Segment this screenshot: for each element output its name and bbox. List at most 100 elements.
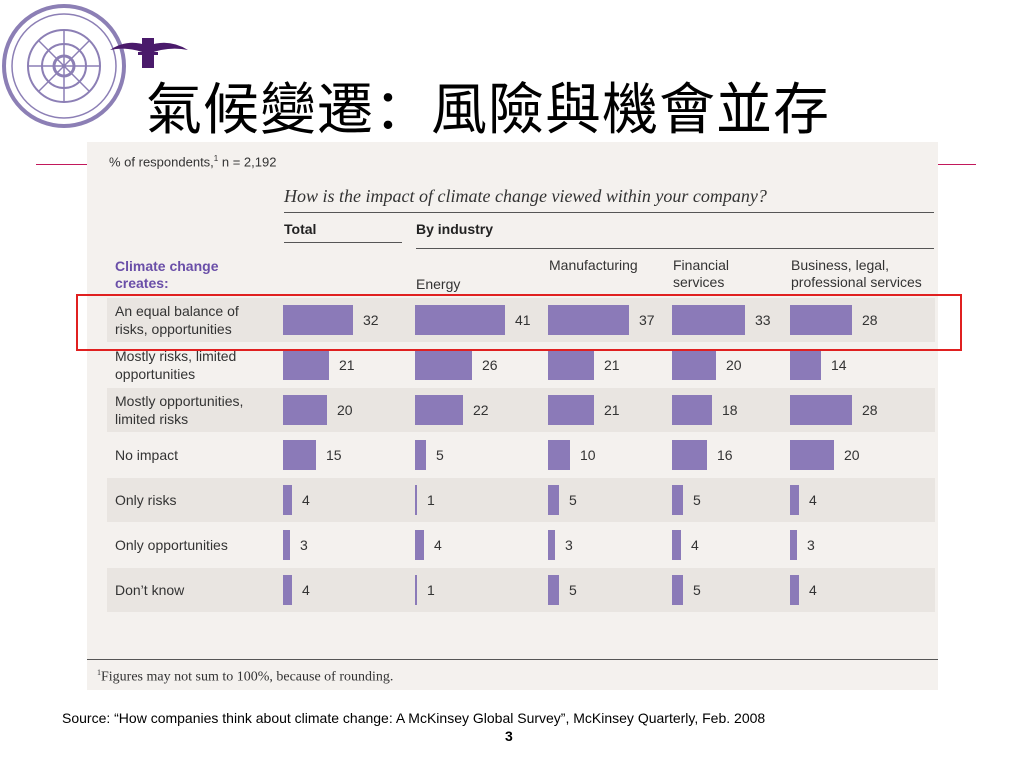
title-rule-left (36, 164, 88, 165)
bar (790, 575, 799, 605)
row-label: Don’t know (115, 582, 185, 598)
bar (672, 575, 683, 605)
bar (672, 440, 707, 470)
footnote-rule (87, 659, 938, 660)
survey-figure: % of respondents,1 n = 2,192 How is the … (87, 142, 938, 690)
bar (672, 530, 681, 560)
highlight-box (76, 294, 962, 351)
bar (548, 305, 629, 335)
bar (672, 395, 712, 425)
bar (548, 395, 594, 425)
bar-value-label: 3 (807, 537, 815, 553)
bar-value-label: 1 (427, 492, 435, 508)
bar-value-label: 28 (862, 312, 878, 328)
bar-value-label: 5 (436, 447, 444, 463)
bar (790, 395, 852, 425)
page-number: 3 (505, 728, 513, 744)
bar-value-label: 33 (755, 312, 771, 328)
bar (415, 575, 417, 605)
bar-value-label: 21 (604, 357, 620, 373)
bar (283, 440, 316, 470)
bar (790, 350, 821, 380)
bar (283, 305, 353, 335)
column-header: Manufacturing (549, 257, 638, 273)
bar-value-label: 28 (862, 402, 878, 418)
bar (415, 440, 426, 470)
bar (415, 395, 463, 425)
bar-value-label: 20 (337, 402, 353, 418)
respondents-note: % of respondents,1 n = 2,192 (109, 154, 277, 170)
slide-title: 氣候變遷：風險與機會並存 (146, 78, 830, 143)
bar-value-label: 1 (427, 582, 435, 598)
bar (415, 305, 505, 335)
bar (283, 575, 292, 605)
bar-value-label: 4 (809, 582, 817, 598)
bar-value-label: 21 (339, 357, 355, 373)
bar-value-label: 16 (717, 447, 733, 463)
bar-value-label: 18 (722, 402, 738, 418)
bar (672, 485, 683, 515)
row-label: Only risks (115, 492, 177, 508)
bar (548, 575, 559, 605)
bar (548, 530, 555, 560)
bar (415, 350, 472, 380)
chart-question: How is the impact of climate change view… (284, 186, 767, 206)
bar (283, 485, 292, 515)
bar (790, 305, 852, 335)
bar-value-label: 14 (831, 357, 847, 373)
school-mark-icon (108, 32, 190, 76)
bar-value-label: 4 (809, 492, 817, 508)
bar-value-label: 20 (726, 357, 742, 373)
row-label: An equal balance of risks, opportunities (115, 303, 239, 337)
bar (415, 530, 424, 560)
column-header: Business, legal, professional services (791, 257, 922, 290)
question-rule (284, 212, 934, 213)
row-label: No impact (115, 447, 179, 463)
bar (415, 485, 417, 515)
bar-value-label: 21 (604, 402, 620, 418)
industry-header: By industry (416, 221, 494, 237)
bar-value-label: 5 (693, 492, 701, 508)
bar-value-label: 3 (565, 537, 573, 553)
bar-value-label: 32 (363, 312, 379, 328)
row-label: Mostly opportunities, limited risks (115, 393, 244, 427)
bar-value-label: 20 (844, 447, 860, 463)
bar-value-label: 15 (326, 447, 342, 463)
bar-value-label: 4 (691, 537, 699, 553)
bar (548, 350, 594, 380)
footnote: 1Figures may not sum to 100%, because of… (97, 668, 394, 685)
column-header: Financial services (673, 257, 730, 290)
bar-value-label: 5 (569, 582, 577, 598)
row-label: Only opportunities (115, 537, 228, 553)
bar-value-label: 41 (515, 312, 531, 328)
bar-value-label: 37 (639, 312, 655, 328)
title-rule-right (938, 164, 976, 165)
bar-value-label: 5 (569, 492, 577, 508)
row-label: Mostly risks, limited opportunities (115, 348, 237, 382)
bar-value-label: 26 (482, 357, 498, 373)
bar (790, 440, 834, 470)
column-header: Energy (416, 276, 461, 292)
total-header: Total (284, 221, 317, 237)
bar (672, 350, 716, 380)
industry-rule (416, 248, 934, 249)
bar-value-label: 4 (302, 582, 310, 598)
bar-value-label: 4 (434, 537, 442, 553)
bar-value-label: 22 (473, 402, 489, 418)
bar-value-label: 3 (300, 537, 308, 553)
source-citation: Source: “How companies think about clima… (62, 710, 766, 726)
bar (283, 395, 327, 425)
bar-value-label: 5 (693, 582, 701, 598)
bar (548, 440, 570, 470)
bar-value-label: 4 (302, 492, 310, 508)
bar (283, 530, 290, 560)
bar-value-label: 10 (580, 447, 596, 463)
bar (790, 485, 799, 515)
bar (790, 530, 797, 560)
bar (672, 305, 745, 335)
bar (283, 350, 329, 380)
university-seal-icon (0, 0, 130, 138)
row-header-label: Climate change creates: (115, 258, 219, 291)
total-rule (284, 242, 402, 243)
bar (548, 485, 559, 515)
